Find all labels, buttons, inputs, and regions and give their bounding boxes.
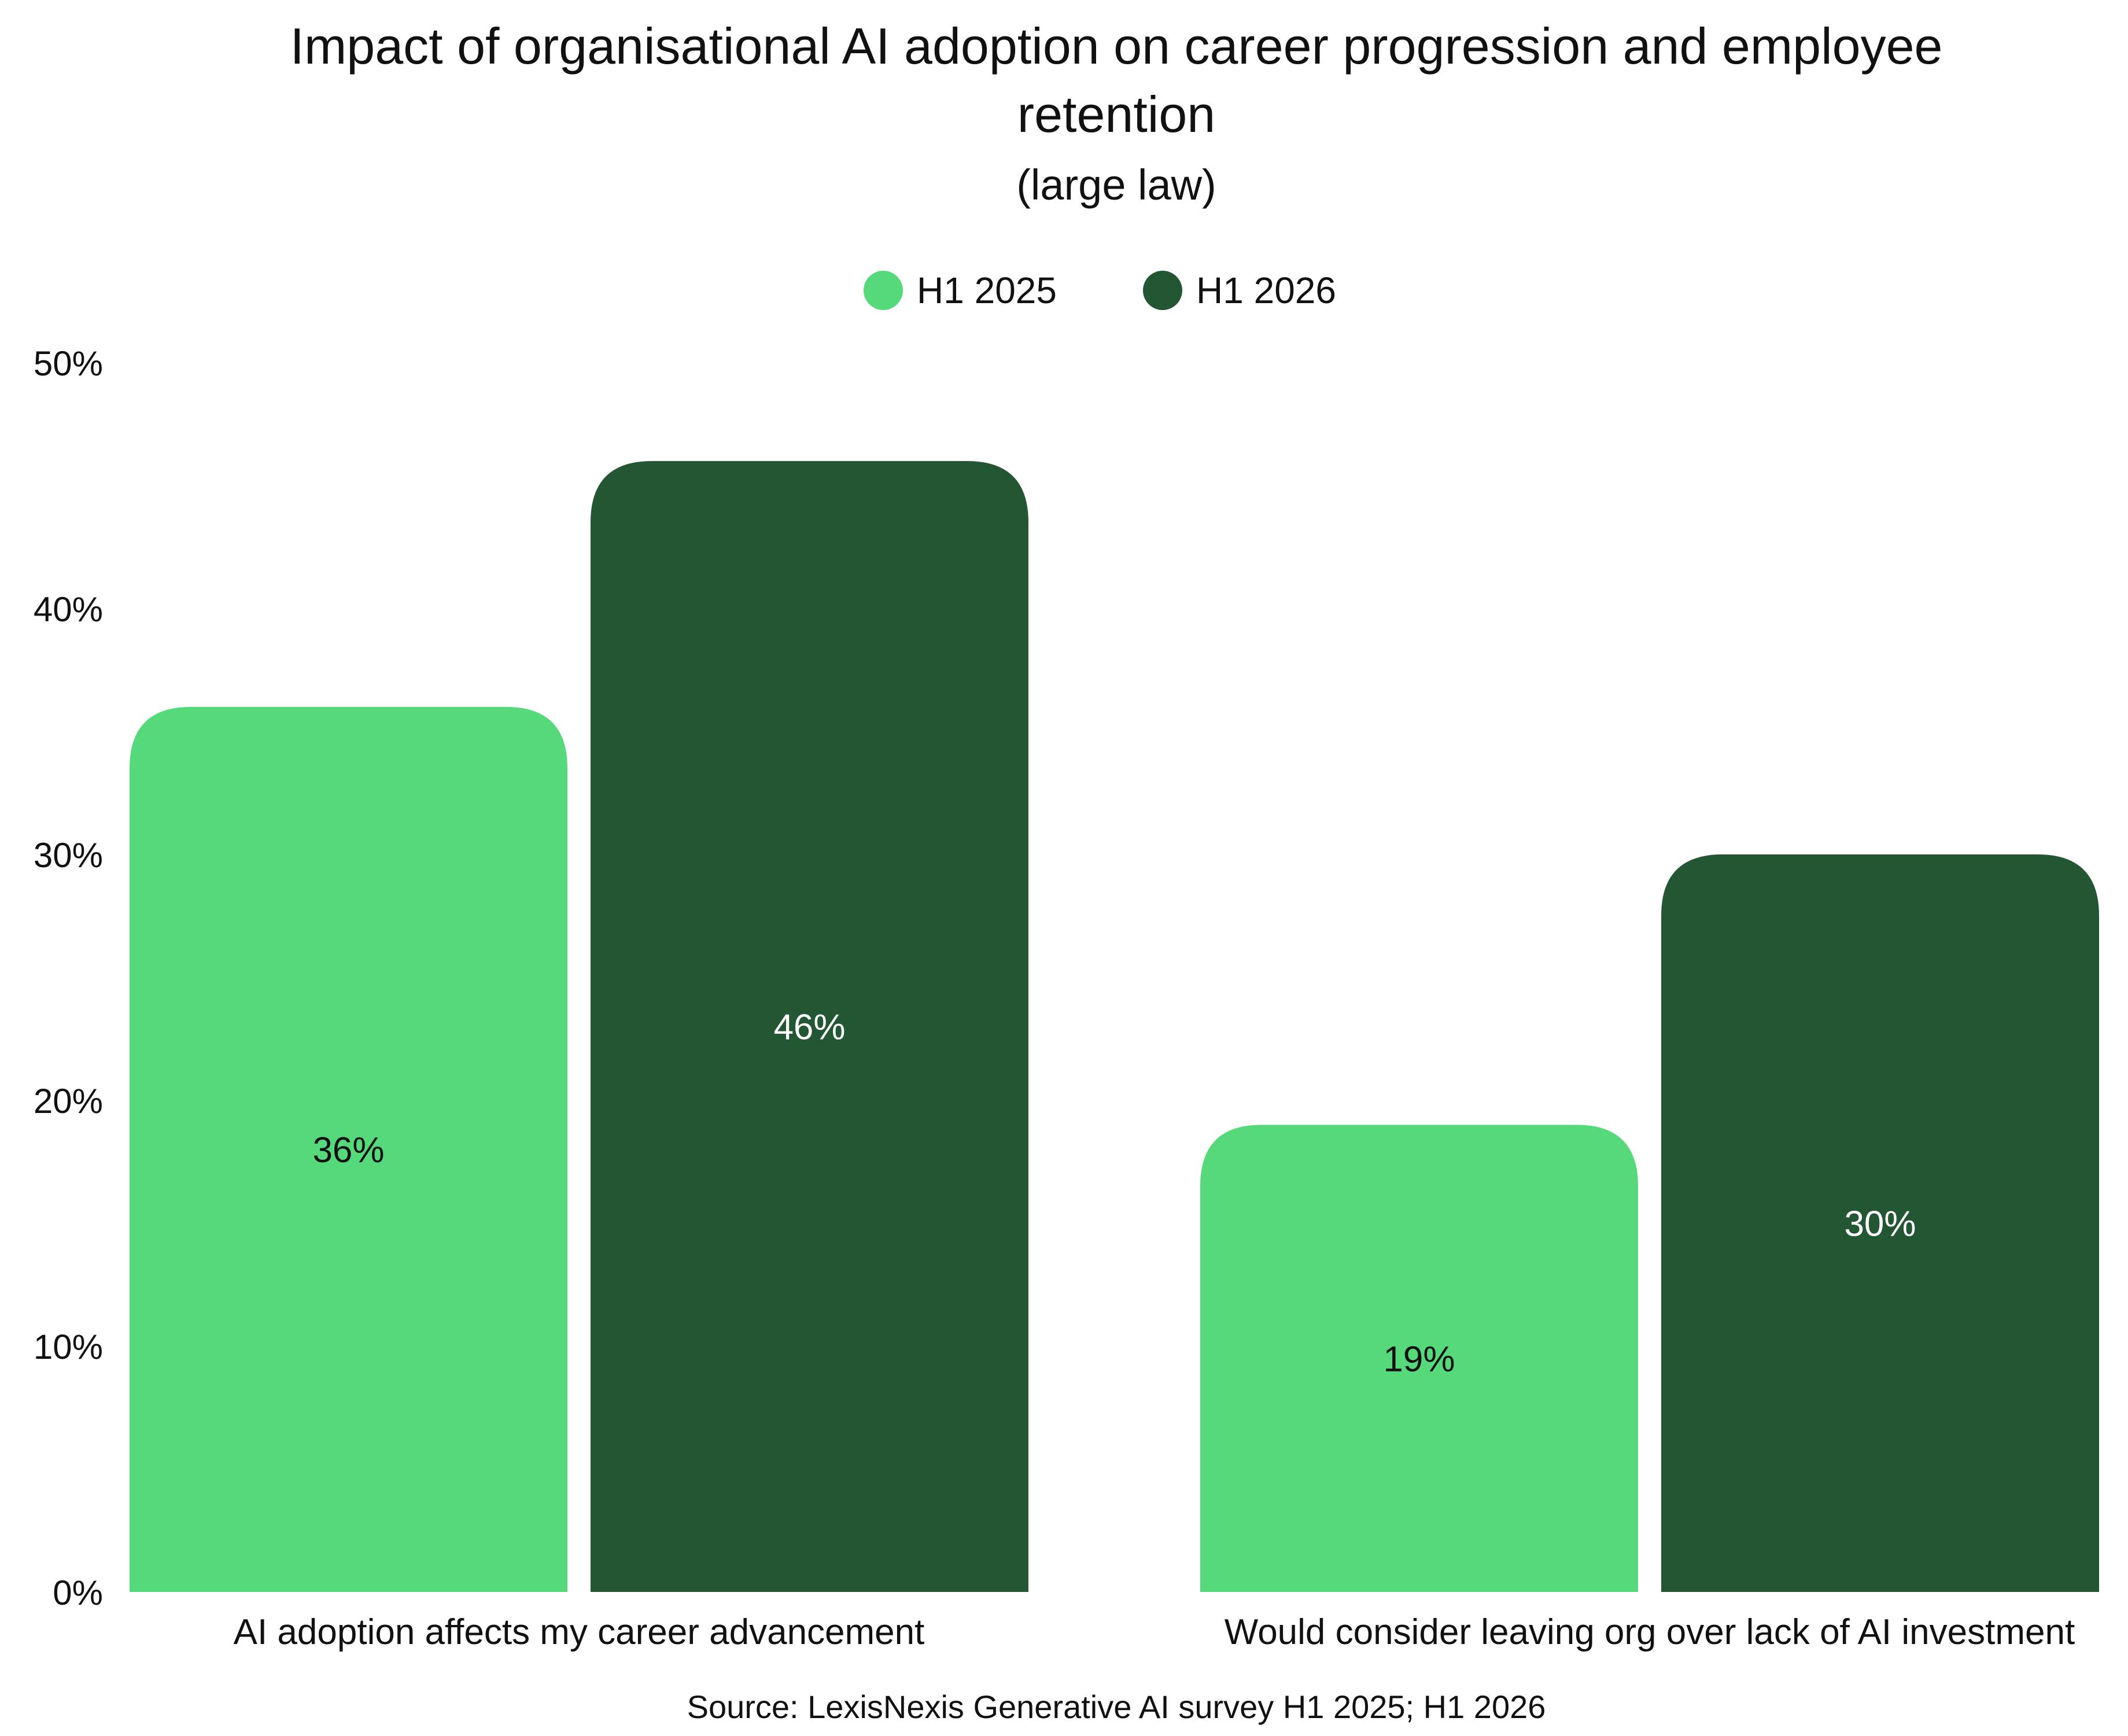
x-category-label: AI adoption affects my career advancemen… (234, 1612, 925, 1652)
chart-title-line-2: retention (1017, 86, 1215, 143)
data-label: 46% (773, 1008, 845, 1048)
bar-h1-2025 (1200, 1125, 1638, 1592)
data-label: 30% (1844, 1204, 1916, 1244)
x-axis: AI adoption affects my career advancemen… (234, 1612, 2075, 1652)
y-tick-label: 40% (34, 590, 103, 629)
bar-h1-2026 (591, 461, 1028, 1592)
chart-title-line-1: Impact of organisational AI adoption on … (290, 17, 1943, 75)
legend-swatch-h1-2026 (1143, 271, 1182, 310)
y-tick-label: 30% (34, 836, 103, 875)
y-tick-label: 50% (34, 344, 103, 383)
y-tick-label: 0% (53, 1573, 103, 1612)
bar-h1-2025 (130, 707, 567, 1592)
y-tick-label: 20% (34, 1082, 103, 1121)
legend-swatch-h1-2025 (864, 271, 903, 310)
x-category-label: Would consider leaving org over lack of … (1225, 1612, 2075, 1652)
legend: H1 2025 H1 2026 (864, 270, 1336, 311)
legend-label-h1-2025: H1 2025 (917, 270, 1057, 311)
legend-label-h1-2026: H1 2026 (1196, 270, 1336, 311)
source-note: Source: LexisNexis Generative AI survey … (687, 1689, 1546, 1725)
y-axis: 0% 10% 20% 30% 40% 50% (34, 344, 103, 1612)
y-tick-label: 10% (34, 1328, 103, 1366)
chart-subtitle: (large law) (1016, 161, 1216, 209)
bar-h1-2026 (1661, 854, 2099, 1592)
data-label: 36% (312, 1130, 384, 1170)
data-label: 19% (1383, 1339, 1455, 1379)
bars: 36% 46% 19% 30% (130, 461, 2099, 1592)
